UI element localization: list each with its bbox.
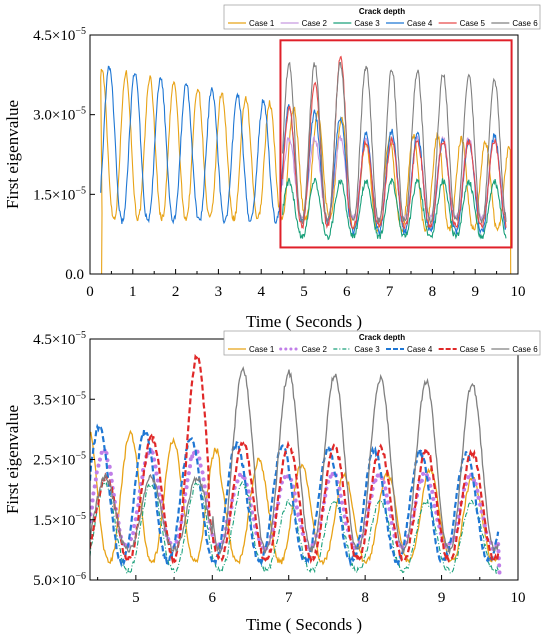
legend-item: Case 3: [354, 345, 380, 354]
x-tick-label: 5: [300, 284, 308, 300]
series-group: [90, 353, 502, 579]
y-tick-label: 3.0×10−5: [33, 106, 86, 124]
y-axis-label: First eigenvalue: [3, 405, 22, 514]
legend-item: Case 2: [302, 345, 328, 354]
y-tick-label: 1.5×10−5: [33, 185, 86, 203]
legend-item: Case 3: [354, 19, 380, 28]
x-axis-label: Time ( Seconds ): [246, 312, 362, 331]
bottom-chart: 5 6 7 8 9 10 5.0×10−6 1.5×10−5 2.5×10−5 3.5×10−5 4…: [3, 330, 541, 634]
legend-title: Crack depth: [359, 7, 405, 16]
legend-item: Case 5: [460, 345, 486, 354]
legend-item: Case 4: [407, 345, 433, 354]
series-line-case-6: [282, 61, 507, 226]
y-tick-label: 3.5×10−5: [33, 390, 86, 408]
legend-item: Case 1: [249, 345, 275, 354]
top-chart: 0 1 2 3 4 5 6 7 8 9 10 0.0 1.5×10−5 3.0×10−5 4.5×10−5 T…: [3, 4, 541, 331]
x-tick-label: 5: [132, 590, 140, 606]
y-tick-label: 5.0×10−6: [33, 571, 86, 589]
y-tick-label: 1.5×10−5: [33, 511, 86, 529]
x-tick-label: 6: [209, 590, 217, 606]
y-tick-label: 2.5×10−5: [33, 451, 86, 469]
x-tick-label: 2: [172, 284, 180, 300]
series-line-case-5: [90, 353, 500, 566]
x-tick-label: 10: [511, 590, 526, 606]
x-tick-label: 7: [386, 284, 394, 300]
series-group: [100, 55, 512, 274]
x-axis-label: Time ( Seconds ): [246, 615, 362, 634]
series-line-case-3: [282, 177, 507, 241]
legend-item: Case 2: [302, 19, 328, 28]
legend-item: Case 6: [512, 19, 538, 28]
x-tick-label: 4: [257, 284, 265, 300]
y-tick-label: 4.5×10−5: [33, 330, 86, 348]
x-tick-label: 7: [285, 590, 293, 606]
legend-box: [223, 4, 541, 30]
y-axis-label: First eigenvalue: [3, 100, 22, 209]
legend-item: Case 6: [512, 345, 538, 354]
legend-item: Case 5: [460, 19, 486, 28]
legend-box: [223, 330, 541, 356]
legend-item: Case 1: [249, 19, 275, 28]
x-tick-label: 3: [215, 284, 223, 300]
x-tick-label: 0: [86, 284, 94, 300]
x-tick-label: 10: [511, 284, 526, 300]
x-tick-label: 6: [343, 284, 351, 300]
x-tick-label: 1: [129, 284, 137, 300]
legend-item: Case 4: [407, 19, 433, 28]
y-tick-label: 4.5×10−5: [33, 26, 86, 44]
series-line-case-1: [100, 68, 512, 274]
y-tick-label: 0.0: [65, 267, 84, 283]
x-tick-label: 8: [361, 590, 369, 606]
series-line-case-3: [90, 480, 499, 575]
x-tick-label: 8: [429, 284, 437, 300]
legend-title: Crack depth: [359, 333, 405, 342]
series-line-case-6: [90, 366, 499, 555]
highlight-box: [279, 39, 513, 249]
x-tick-label: 9: [438, 590, 446, 606]
series-line-case-4: [90, 422, 500, 568]
x-tick-label: 9: [471, 284, 479, 300]
series-line-case-2: [90, 443, 502, 579]
